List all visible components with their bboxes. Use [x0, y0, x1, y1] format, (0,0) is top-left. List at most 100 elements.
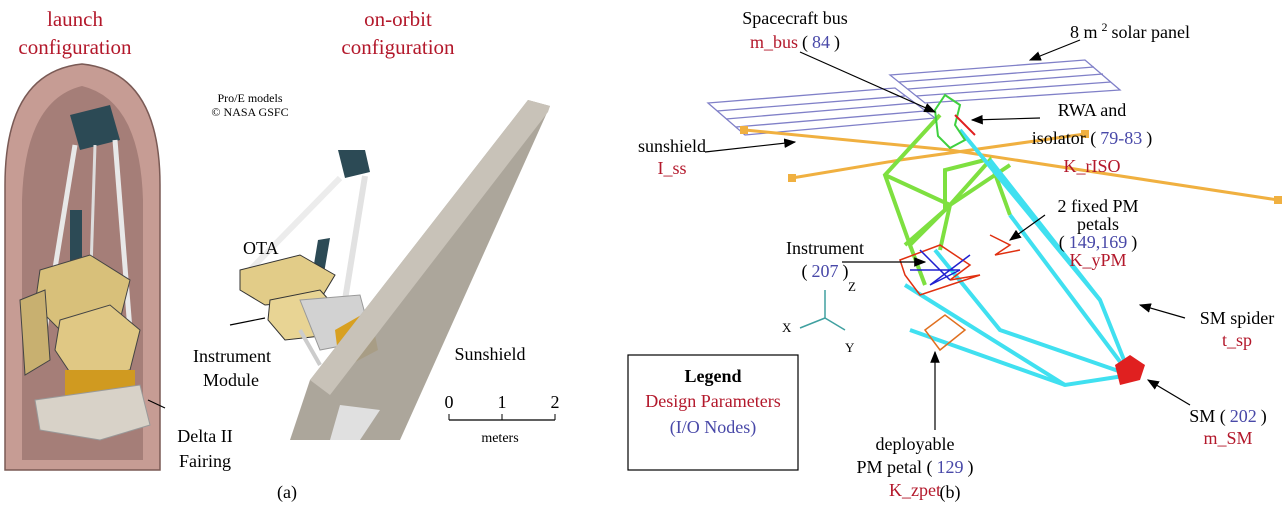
io-node: 202	[1230, 406, 1257, 426]
callout-line: K_zpet	[889, 480, 941, 500]
shape	[885, 115, 1010, 245]
shape	[825, 318, 845, 330]
leader-line	[1140, 305, 1185, 318]
shape	[740, 126, 748, 134]
callout-text: isolator (	[1032, 128, 1097, 149]
leader-line	[230, 318, 265, 325]
callout-line: 2 fixed PM	[1058, 196, 1139, 216]
callout-line: sunshield	[638, 136, 706, 156]
callout-line: m_SM	[1203, 428, 1252, 448]
sunshield-label: Sunshield	[454, 344, 525, 364]
figure: launch configuration on-orbit configurat…	[0, 0, 1286, 507]
design-parameter: m_SM	[1203, 428, 1252, 448]
callout-line: petals	[1077, 214, 1119, 234]
callout-text: 8 m	[1070, 22, 1098, 42]
leader-line	[1030, 40, 1080, 60]
callout-text: deployable	[876, 434, 955, 454]
orbit-label: configuration	[341, 35, 455, 59]
callout-line: (207)	[802, 261, 849, 282]
leader-line	[705, 142, 795, 152]
scale-tick: 2	[551, 392, 560, 412]
callout-line: m_bus(84)	[750, 32, 840, 53]
callout-text: )	[1131, 232, 1137, 253]
callout-text: )	[968, 457, 974, 478]
shape	[345, 176, 365, 300]
shape	[788, 174, 796, 182]
design-parameter: m_bus	[750, 32, 798, 52]
shape	[990, 235, 1020, 255]
shape	[800, 318, 825, 328]
callout-line: SM (202)	[1189, 406, 1267, 427]
callout-line: t_sp	[1222, 330, 1252, 350]
callout-line: SM spider	[1200, 308, 1275, 328]
io-node: 129	[937, 457, 964, 477]
callout-text: )	[1146, 128, 1152, 149]
callout-text: 2	[1102, 20, 1108, 34]
callout-text: solar panel	[1112, 22, 1190, 42]
callout-text: RWA and	[1058, 100, 1127, 120]
shape	[717, 96, 905, 111]
design-parameter: t_sp	[1222, 330, 1252, 350]
shape	[899, 67, 1094, 82]
leader-line	[972, 118, 1040, 120]
callout-text: Spacecraft bus	[742, 8, 847, 28]
scale-tick: 0	[445, 392, 454, 412]
callout-line: Spacecraft bus	[742, 8, 847, 28]
legend-entry: Design Parameters	[645, 391, 780, 411]
orbit-label: on-orbit	[364, 7, 432, 31]
panel-a-drawing	[5, 64, 555, 470]
design-parameter: I_ss	[657, 158, 686, 178]
caption: (a)	[277, 482, 297, 503]
callout-text: )	[834, 32, 840, 53]
callout-text: (	[802, 32, 808, 53]
launch-label: configuration	[18, 35, 132, 59]
leader-line	[1148, 380, 1190, 405]
axis-label: X	[782, 320, 792, 335]
shape	[736, 111, 925, 127]
callout-line: RWA and	[1058, 100, 1127, 120]
axis-label: Y	[845, 340, 855, 355]
instrument-label: Module	[203, 370, 259, 390]
callout-text: 2 fixed PM	[1058, 196, 1139, 216]
design-parameter: K_zpet	[889, 480, 941, 500]
callout-text: )	[1261, 406, 1267, 427]
callout-text: SM (	[1189, 406, 1226, 427]
io-node: 79-83	[1100, 128, 1142, 148]
legend-entry: (I/O Nodes)	[670, 417, 756, 438]
shape	[955, 115, 975, 135]
instrument-label: Instrument	[193, 346, 271, 366]
callout-line: 8 m 2 solar panel	[1070, 20, 1190, 42]
io-node: 149,169	[1069, 232, 1128, 252]
callout-text: (	[802, 261, 808, 282]
shape	[338, 150, 370, 178]
callout-text: sunshield	[638, 136, 706, 156]
caption: (b)	[940, 482, 961, 503]
fairing-label: Fairing	[179, 451, 231, 471]
ota-label: OTA	[243, 238, 279, 258]
shape	[70, 210, 82, 265]
design-parameter: K_yPM	[1069, 250, 1126, 270]
shape	[916, 82, 1111, 96]
design-parameter: K_rISO	[1064, 156, 1121, 176]
scale-tick: 1	[498, 392, 507, 412]
shape	[20, 290, 50, 375]
callout-line: PM petal (129)	[857, 457, 974, 478]
callout-text: SM spider	[1200, 308, 1275, 328]
callout-line: Instrument	[786, 238, 864, 258]
credit: © NASA GSFC	[211, 105, 288, 119]
credit: Pro/E models	[218, 91, 283, 105]
callout-line: K_rISO	[1064, 156, 1121, 176]
legend-title: Legend	[684, 366, 741, 386]
callout-text: petals	[1077, 214, 1119, 234]
callout-line: isolator (79-83)	[1032, 128, 1153, 149]
scale-unit: meters	[481, 431, 518, 446]
shape	[726, 103, 915, 119]
axis-label: Z	[848, 279, 856, 294]
shape	[1274, 196, 1282, 204]
io-node: 84	[812, 32, 830, 52]
callout-line: deployable	[876, 434, 955, 454]
callout-line: I_ss	[657, 158, 686, 178]
callout-text: PM petal (	[857, 457, 933, 478]
launch-label: launch	[47, 7, 103, 31]
callout-text: (	[1059, 232, 1065, 253]
